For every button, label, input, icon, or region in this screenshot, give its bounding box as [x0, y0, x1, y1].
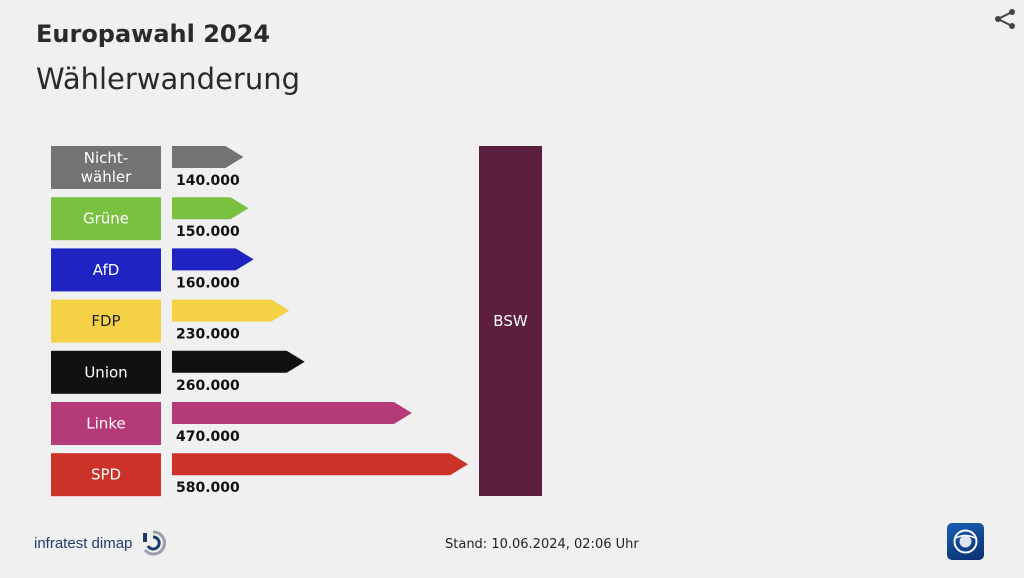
stand-timestamp: Stand: 10.06.2024, 02:06 Uhr — [445, 537, 639, 552]
category-label: Union — [84, 363, 127, 381]
value-label: 470.000 — [176, 429, 240, 445]
category-box — [51, 402, 161, 445]
category-box — [51, 197, 161, 241]
value-label: 140.000 — [176, 173, 240, 189]
migration-arrow — [172, 146, 244, 168]
migration-arrow — [172, 402, 412, 424]
category-box — [51, 453, 161, 497]
category-box — [51, 248, 161, 292]
category-box — [51, 299, 161, 343]
tagesschau-globe-icon — [953, 529, 978, 554]
migration-arrow — [172, 453, 468, 476]
voter-migration-chart: Nicht-wähler 140.000 Grüne 150.000 AfD 160.00… — [51, 146, 542, 497]
value-label: 160.000 — [176, 275, 240, 291]
category-label: FDP — [91, 312, 120, 330]
infratest-dimap-logo: infratest dimap — [34, 528, 168, 558]
value-label: 260.000 — [176, 378, 240, 394]
value-label: 580.000 — [176, 480, 240, 496]
chart-title: Europawahl 2024 — [36, 20, 271, 48]
migration-arrow — [172, 248, 254, 271]
chart-subtitle: Wählerwanderung — [36, 62, 301, 96]
source-label: infratest dimap — [34, 534, 133, 552]
value-label: 230.000 — [176, 327, 240, 343]
category-box — [51, 146, 161, 189]
category-label: Linke — [86, 415, 125, 433]
migration-arrow — [172, 197, 249, 220]
category-label: AfD — [93, 261, 120, 279]
target-party-label: BSW — [493, 312, 528, 330]
tagesschau-logo[interactable] — [947, 523, 984, 560]
category-box — [51, 350, 161, 394]
share-icon[interactable] — [993, 7, 1017, 31]
infratest-logo-icon — [143, 530, 167, 556]
category-label: Nicht-wähler — [81, 149, 132, 186]
target-party-bar — [479, 146, 542, 496]
category-label: Grüne — [83, 210, 129, 228]
migration-arrow — [172, 350, 305, 373]
category-label: SPD — [91, 466, 121, 484]
value-label: 150.000 — [176, 224, 240, 240]
migration-arrow — [172, 299, 290, 322]
